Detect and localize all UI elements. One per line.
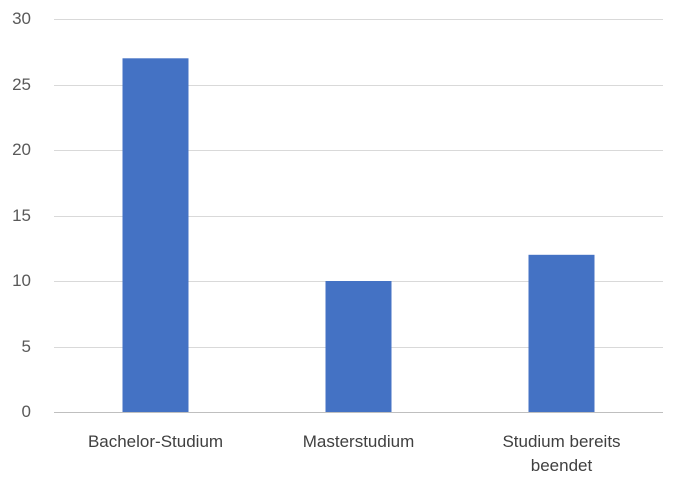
x-axis-category-labels: Bachelor-Studium Masterstudium Studium ber… (88, 432, 621, 475)
y-tick-label: 0 (22, 402, 31, 421)
bar (325, 281, 392, 412)
x-category-label-line: beendet (531, 456, 593, 475)
y-tick-label: 10 (12, 271, 31, 290)
y-axis-tick-labels: 0 5 10 15 20 25 30 (12, 9, 31, 421)
x-category-label: Studium bereits beendet (502, 432, 620, 475)
y-tick-label: 30 (12, 9, 31, 28)
x-category-label: Masterstudium (303, 432, 414, 451)
x-category-label: Bachelor-Studium (88, 432, 223, 451)
y-tick-label: 25 (12, 75, 31, 94)
bar (528, 254, 595, 412)
x-category-label-line: Masterstudium (303, 432, 414, 451)
y-tick-label: 15 (12, 206, 31, 225)
x-category-label-line: Studium bereits (502, 432, 620, 451)
x-category-label-line: Bachelor-Studium (88, 432, 223, 451)
y-tick-label: 20 (12, 140, 31, 159)
bars (122, 58, 595, 413)
bar (122, 58, 189, 413)
y-tick-label: 5 (22, 337, 31, 356)
